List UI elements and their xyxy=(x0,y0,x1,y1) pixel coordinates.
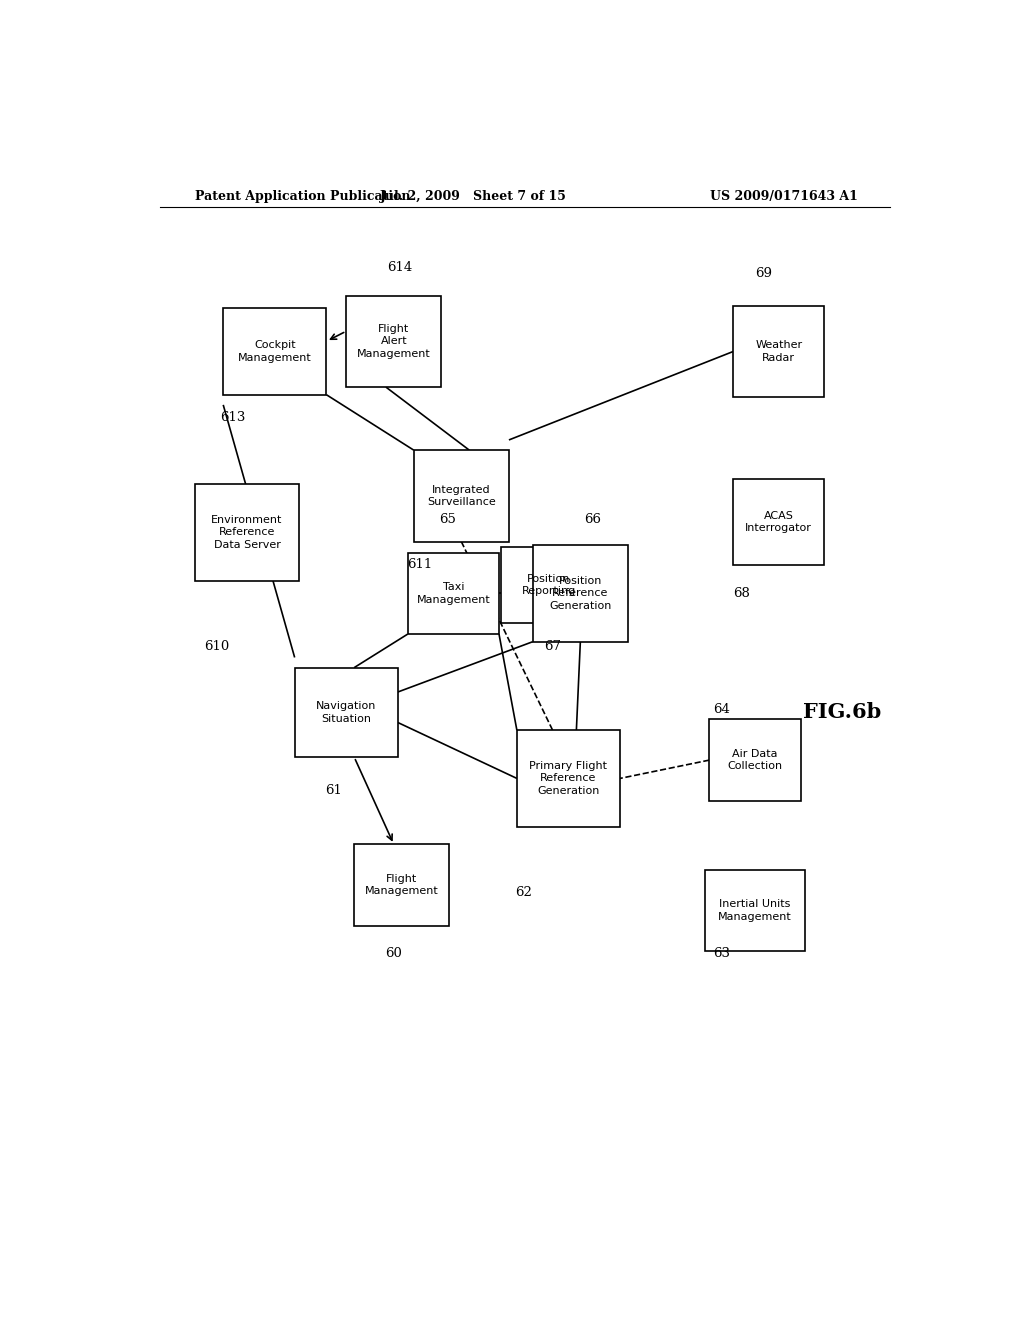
Text: 67: 67 xyxy=(544,640,561,653)
Bar xyxy=(223,309,327,395)
Text: 68: 68 xyxy=(733,587,750,599)
Text: Jul. 2, 2009   Sheet 7 of 15: Jul. 2, 2009 Sheet 7 of 15 xyxy=(380,190,566,202)
Text: 613: 613 xyxy=(220,411,246,424)
Text: Cockpit
Management: Cockpit Management xyxy=(238,341,311,363)
Text: 65: 65 xyxy=(439,512,456,525)
Text: 61: 61 xyxy=(325,784,342,797)
Bar xyxy=(196,484,299,581)
Bar xyxy=(295,668,398,758)
Bar xyxy=(733,306,824,397)
Text: Taxi
Management: Taxi Management xyxy=(417,582,490,605)
Text: Environment
Reference
Data Server: Environment Reference Data Server xyxy=(211,515,283,550)
Bar xyxy=(408,553,499,634)
Text: Position
Reference
Generation: Position Reference Generation xyxy=(549,576,611,611)
Bar xyxy=(532,545,628,642)
Bar xyxy=(706,870,805,952)
Text: Flight
Alert
Management: Flight Alert Management xyxy=(357,323,431,359)
Text: Inertial Units
Management: Inertial Units Management xyxy=(718,899,792,921)
Text: 64: 64 xyxy=(713,702,730,715)
Text: US 2009/0171643 A1: US 2009/0171643 A1 xyxy=(711,190,858,202)
Text: Position
Reporting: Position Reporting xyxy=(521,574,575,597)
Text: 610: 610 xyxy=(204,640,229,653)
Bar xyxy=(354,845,450,925)
Text: 62: 62 xyxy=(515,886,532,899)
Bar xyxy=(346,296,441,387)
Text: 60: 60 xyxy=(385,946,402,960)
Text: Integrated
Surveillance: Integrated Surveillance xyxy=(427,484,496,507)
Text: 69: 69 xyxy=(755,267,772,280)
Text: Navigation
Situation: Navigation Situation xyxy=(316,701,377,723)
Bar xyxy=(733,479,824,565)
Text: Weather
Radar: Weather Radar xyxy=(755,341,803,363)
Text: 63: 63 xyxy=(713,946,730,960)
Text: 66: 66 xyxy=(585,512,601,525)
Text: FIG.6b: FIG.6b xyxy=(803,702,881,722)
Text: 614: 614 xyxy=(387,260,412,273)
Text: Flight
Management: Flight Management xyxy=(365,874,438,896)
Bar xyxy=(501,548,596,623)
Text: ACAS
Interrogator: ACAS Interrogator xyxy=(745,511,812,533)
Bar xyxy=(710,719,801,801)
Text: 611: 611 xyxy=(408,558,432,572)
Bar xyxy=(517,730,621,826)
Text: Primary Flight
Reference
Generation: Primary Flight Reference Generation xyxy=(529,762,607,796)
Text: Air Data
Collection: Air Data Collection xyxy=(727,748,782,771)
Bar xyxy=(414,450,509,541)
Text: Patent Application Publication: Patent Application Publication xyxy=(196,190,411,202)
